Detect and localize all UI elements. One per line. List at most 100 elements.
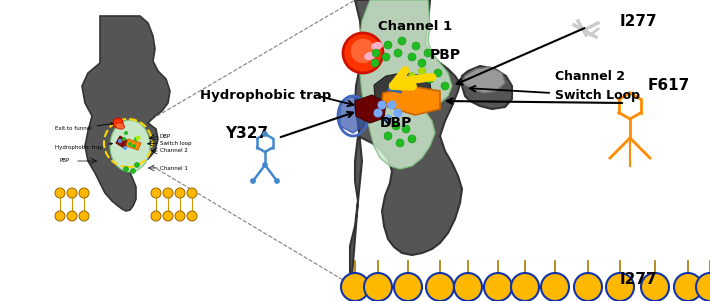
Circle shape <box>134 163 139 167</box>
Circle shape <box>136 135 141 141</box>
Circle shape <box>79 188 89 198</box>
Circle shape <box>350 38 376 64</box>
Circle shape <box>187 188 197 198</box>
Text: I277: I277 <box>620 14 657 29</box>
Circle shape <box>123 146 127 150</box>
Circle shape <box>696 273 710 301</box>
Circle shape <box>251 178 256 184</box>
Circle shape <box>275 178 280 184</box>
Circle shape <box>418 59 426 67</box>
Circle shape <box>263 132 268 136</box>
Circle shape <box>382 53 390 61</box>
Circle shape <box>371 59 379 67</box>
Circle shape <box>343 33 383 73</box>
Circle shape <box>118 139 122 143</box>
Circle shape <box>412 42 420 50</box>
Circle shape <box>511 273 539 301</box>
Circle shape <box>163 211 173 221</box>
Text: Hydrophobic trap: Hydrophobic trap <box>55 143 112 150</box>
Circle shape <box>541 273 569 301</box>
Text: Channel 1: Channel 1 <box>378 20 452 33</box>
Text: Y327: Y327 <box>225 126 268 141</box>
Circle shape <box>175 188 185 198</box>
Circle shape <box>393 108 403 117</box>
Ellipse shape <box>364 52 376 60</box>
Circle shape <box>408 53 416 61</box>
Circle shape <box>151 188 161 198</box>
Polygon shape <box>355 95 386 123</box>
Polygon shape <box>382 87 440 115</box>
Circle shape <box>384 132 392 140</box>
Polygon shape <box>340 96 364 133</box>
Text: Channel 1: Channel 1 <box>160 166 188 170</box>
Text: Exit to funnel: Exit to funnel <box>55 123 114 132</box>
Circle shape <box>175 211 185 221</box>
Ellipse shape <box>371 42 383 50</box>
Circle shape <box>426 273 454 301</box>
Polygon shape <box>374 73 432 109</box>
Circle shape <box>187 211 197 221</box>
Text: PBP: PBP <box>60 159 70 163</box>
Circle shape <box>388 101 396 110</box>
Circle shape <box>424 49 432 57</box>
Circle shape <box>396 139 404 147</box>
Text: Switch loop: Switch loop <box>160 141 192 145</box>
Circle shape <box>384 41 392 49</box>
Circle shape <box>132 144 136 148</box>
Circle shape <box>79 211 89 221</box>
Circle shape <box>263 163 268 167</box>
Circle shape <box>606 273 634 301</box>
Circle shape <box>674 273 702 301</box>
Ellipse shape <box>397 75 409 83</box>
Ellipse shape <box>389 82 401 90</box>
Text: I277: I277 <box>620 272 657 287</box>
Polygon shape <box>360 0 452 169</box>
Circle shape <box>398 37 406 45</box>
Circle shape <box>373 108 383 117</box>
Text: Channel 2: Channel 2 <box>555 70 625 83</box>
Circle shape <box>408 135 416 143</box>
Polygon shape <box>82 16 170 211</box>
Circle shape <box>454 273 482 301</box>
Polygon shape <box>126 139 141 150</box>
Circle shape <box>418 67 425 75</box>
Text: DBP: DBP <box>380 116 413 130</box>
Text: DBP: DBP <box>160 134 171 138</box>
Circle shape <box>394 49 402 57</box>
Circle shape <box>128 142 132 146</box>
Text: PBP: PBP <box>430 48 461 62</box>
Circle shape <box>364 273 392 301</box>
Circle shape <box>394 273 422 301</box>
Circle shape <box>151 211 161 221</box>
Circle shape <box>641 273 669 301</box>
Ellipse shape <box>110 120 150 172</box>
Text: F617: F617 <box>648 79 690 94</box>
Polygon shape <box>462 67 505 93</box>
Circle shape <box>122 137 126 141</box>
Polygon shape <box>350 0 512 301</box>
Circle shape <box>441 82 449 90</box>
Polygon shape <box>116 136 128 148</box>
Circle shape <box>372 49 380 57</box>
Circle shape <box>392 122 400 130</box>
Circle shape <box>55 211 65 221</box>
Circle shape <box>67 211 77 221</box>
Circle shape <box>408 73 415 79</box>
Circle shape <box>484 273 512 301</box>
Circle shape <box>402 125 410 133</box>
Circle shape <box>113 118 123 128</box>
Circle shape <box>67 188 77 198</box>
Text: Hydrophobic trap: Hydrophobic trap <box>200 89 332 103</box>
Circle shape <box>134 137 138 141</box>
Circle shape <box>131 169 136 173</box>
Circle shape <box>55 188 65 198</box>
Circle shape <box>426 75 434 83</box>
Circle shape <box>124 166 129 172</box>
Circle shape <box>163 188 173 198</box>
Ellipse shape <box>116 123 124 129</box>
Text: Switch Loop: Switch Loop <box>555 89 640 103</box>
Circle shape <box>341 273 369 301</box>
Circle shape <box>378 101 386 110</box>
Circle shape <box>574 273 602 301</box>
Circle shape <box>434 69 442 77</box>
